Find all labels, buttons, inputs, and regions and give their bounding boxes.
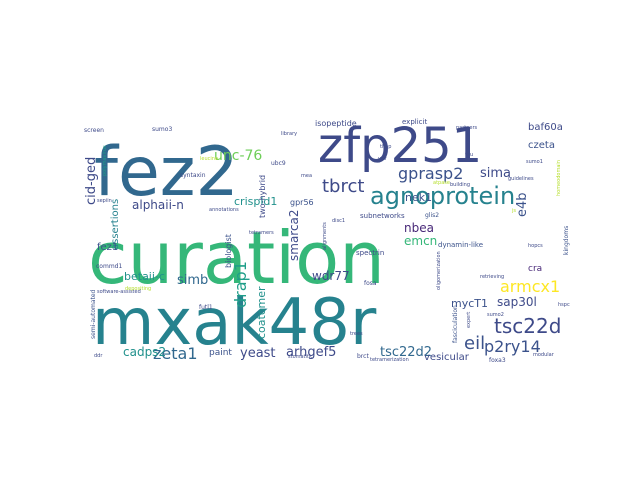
word-81: sumo1 (526, 159, 543, 165)
word-52: futl1 (199, 304, 213, 311)
word-62: library (281, 131, 297, 137)
word-37: fez1 (97, 242, 118, 253)
word-79: hspc (558, 302, 570, 308)
word-65: retrieving (480, 274, 504, 280)
word-51: fosa (364, 280, 377, 287)
word-71: disc1 (332, 218, 345, 224)
word-44: explicit (402, 118, 427, 126)
word-27: cadps2 (123, 345, 166, 359)
word-17: yeast (240, 346, 276, 361)
word-2: fez2 (94, 133, 239, 212)
word-69: tetramerization (370, 357, 409, 363)
word-66: semi-automated (90, 289, 97, 339)
word-74: mea (301, 173, 312, 179)
word-48: fasciculation (452, 305, 459, 343)
word-36: assertions (110, 199, 121, 250)
word-89: homeodomain (556, 160, 562, 196)
word-58: annotations (209, 207, 239, 213)
word-67: software-assisted (97, 289, 141, 295)
word-80: hopcs (528, 243, 543, 249)
word-91: atpase (433, 180, 450, 186)
word-11: zeta1 (153, 344, 198, 363)
word-20: alphaii-n (132, 198, 184, 212)
word-56: sumo3 (152, 126, 172, 133)
word-26: smarca2 (287, 209, 301, 261)
word-53: brct (357, 353, 369, 360)
word-9: p2ry14 (484, 337, 541, 356)
word-42: paint (209, 348, 232, 358)
word-60: polymavirus (102, 145, 108, 176)
word-75: building (450, 182, 470, 188)
word-22: emcn (404, 234, 437, 248)
word-3: zfp251 (318, 118, 482, 174)
word-73: thap (380, 144, 391, 150)
word-78: sumo2 (487, 312, 504, 318)
word-55: syntaxin (180, 172, 206, 179)
word-10: armcx1 (500, 277, 560, 296)
word-33: czeta (528, 140, 555, 151)
word-43: isopeptide (315, 119, 357, 128)
word-13: simb (177, 273, 208, 288)
word-32: baf60a (528, 122, 563, 133)
word-18: arhgef5 (286, 345, 336, 360)
word-90: js (511, 208, 516, 214)
word-34: coatomer (255, 286, 268, 339)
word-68: stomatitic (288, 354, 313, 360)
word-5: tbrct (322, 176, 364, 197)
word-64: screen (84, 127, 104, 134)
word-30: nek1 (405, 191, 432, 204)
word-92: tau (465, 152, 473, 158)
word-49: dynamin-like (438, 241, 483, 249)
word-21: cid-ged (84, 157, 99, 205)
word-39: two-hybrid (258, 175, 267, 218)
word-1: mxak48r (92, 286, 377, 360)
word-16: e4b (515, 192, 530, 217)
word-19: tsc22d2 (380, 345, 432, 360)
word-7: gprasp2 (398, 164, 463, 183)
word-8: eil (464, 333, 485, 354)
word-47: kingdoms (563, 226, 570, 255)
word-83: alignments (322, 222, 328, 250)
word-35: vesicular (424, 352, 470, 363)
word-14: drap1 (231, 261, 250, 308)
word-82: trees (350, 331, 363, 337)
word-72: vsv (378, 156, 387, 162)
word-87: leucine (200, 156, 218, 162)
word-12: unc-76 (214, 148, 262, 164)
word-70: modular (533, 352, 555, 358)
word-45: subnetworks (360, 212, 405, 220)
word-76: guidelines (508, 176, 534, 182)
word-4: agnoprotein (370, 182, 515, 210)
word-50: glis2 (425, 212, 439, 219)
word-63: partners (456, 125, 478, 131)
word-38: cra (528, 264, 542, 274)
word-46: spectrin (356, 249, 384, 257)
word-41: gpr56 (290, 198, 314, 207)
word-0: curation (88, 216, 385, 300)
word-77: expert (466, 312, 472, 328)
word-23: nbea (404, 221, 434, 235)
word-85: sepiin (97, 198, 112, 204)
word-24: wdr77 (312, 269, 350, 283)
word-57: ubc9 (271, 160, 286, 167)
word-29: mycT1 (451, 297, 488, 310)
word-40: biologist (224, 234, 233, 268)
word-31: crispld1 (234, 195, 277, 208)
word-6: tsc22d (494, 314, 561, 338)
word-59: tetramers (249, 230, 274, 236)
word-88: depositing (125, 286, 151, 292)
word-25: sap30l (497, 295, 537, 309)
word-28: betaii-c (124, 270, 165, 283)
word-84: oligomerization (436, 251, 442, 290)
word-86: ddr (94, 353, 103, 359)
word-61: commd1 (96, 263, 122, 270)
word-15: sima (480, 166, 511, 181)
word-54: foxa3 (489, 357, 506, 364)
